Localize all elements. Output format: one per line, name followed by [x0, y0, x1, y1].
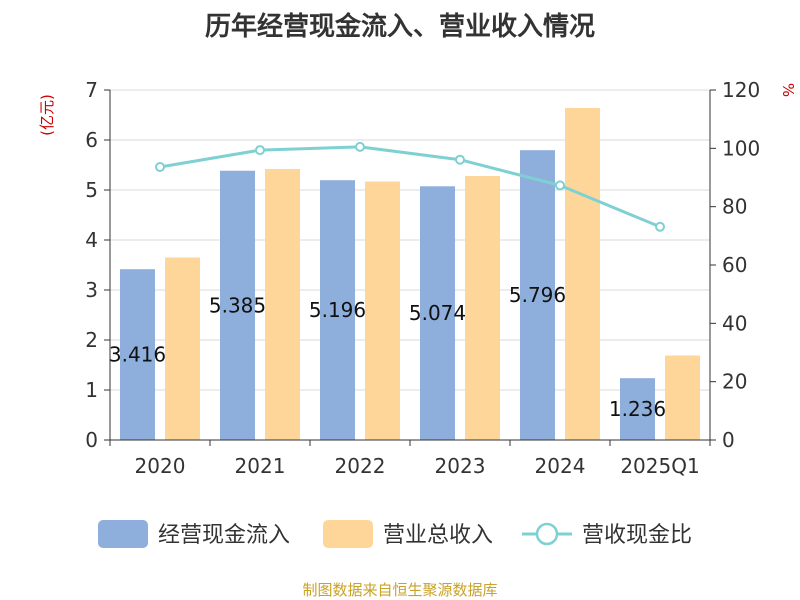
left-axis-unit: (亿元) [38, 94, 56, 136]
right-tick-label: 40 [722, 311, 747, 335]
bar-cash-inflow [420, 186, 455, 440]
legend-swatch [323, 520, 373, 548]
ratio-line [155, 141, 665, 232]
left-tick-label: 3 [85, 278, 98, 302]
bars [120, 108, 700, 440]
legend-swatch [98, 520, 148, 548]
bar-data-label: 5.385 [209, 293, 266, 317]
legend-label: 营收现金比 [582, 523, 692, 548]
x-tick-label: 2025Q1 [620, 454, 699, 478]
bar-cash-inflow [120, 269, 155, 440]
left-tick-label: 4 [85, 228, 98, 252]
ratio-point [155, 162, 165, 172]
bar-data-label: 5.796 [509, 283, 566, 307]
bar-data-label: 5.196 [309, 298, 366, 322]
bar-data-label: 3.416 [109, 343, 166, 367]
left-tick-label: 2 [85, 328, 98, 352]
ratio-point [355, 141, 365, 152]
left-tick-label: 0 [85, 428, 98, 452]
x-tick-label: 2021 [235, 454, 286, 478]
bar-revenue [665, 355, 700, 440]
x-tick-label: 2023 [435, 454, 486, 478]
chart-title: 历年经营现金流入、营业收入情况 [204, 12, 595, 42]
ratio-point [255, 145, 265, 156]
right-tick-label: 120 [722, 78, 760, 102]
ratio-point [555, 180, 565, 191]
legend-marker [535, 522, 559, 546]
x-tick-label: 2022 [335, 454, 386, 478]
right-axis-unit: % [779, 83, 797, 97]
bar-revenue [565, 108, 600, 440]
bar-data-label: 5.074 [409, 301, 466, 325]
left-tick-label: 1 [85, 378, 98, 402]
bar-revenue [265, 169, 300, 440]
x-tick-label: 2024 [535, 454, 586, 478]
x-tick-label: 2020 [135, 454, 186, 478]
right-tick-label: 80 [722, 195, 747, 219]
bar-cash-inflow [220, 170, 255, 440]
bar-revenue [165, 257, 200, 440]
legend-label: 经营现金流入 [158, 523, 290, 548]
right-tick-label: 60 [722, 253, 747, 277]
data-labels: 3.416 5.385 5.196 5.074 5.796 1.236 [109, 283, 666, 421]
bar-cash-inflow [520, 150, 555, 440]
ratio-point [655, 221, 665, 232]
axes: 0 1 2 3 4 5 6 7 0 20 40 60 80 100 120 (亿元)% 2020 2021 2022… [38, 78, 797, 478]
right-tick-label: 20 [722, 370, 747, 394]
right-tick-label: 0 [722, 428, 735, 452]
left-tick-label: 5 [85, 178, 98, 202]
source-note: 制图数据来自恒生聚源数据库 [302, 581, 498, 599]
bar-data-label: 1.236 [609, 397, 666, 421]
legend-label: 营业总收入 [383, 523, 493, 548]
ratio-line-path [159, 145, 661, 229]
grid-lines [110, 89, 710, 391]
right-tick-label: 100 [722, 136, 760, 160]
bar-cash-inflow [620, 378, 655, 440]
ratio-point [455, 154, 465, 165]
left-tick-label: 6 [85, 128, 98, 152]
bar-revenue [365, 181, 400, 440]
bar-cash-inflow [320, 180, 355, 440]
legend: 经营现金流入 营业总收入 营收现金比 [98, 520, 692, 548]
bar-revenue [465, 176, 500, 440]
left-tick-label: 7 [85, 78, 98, 102]
